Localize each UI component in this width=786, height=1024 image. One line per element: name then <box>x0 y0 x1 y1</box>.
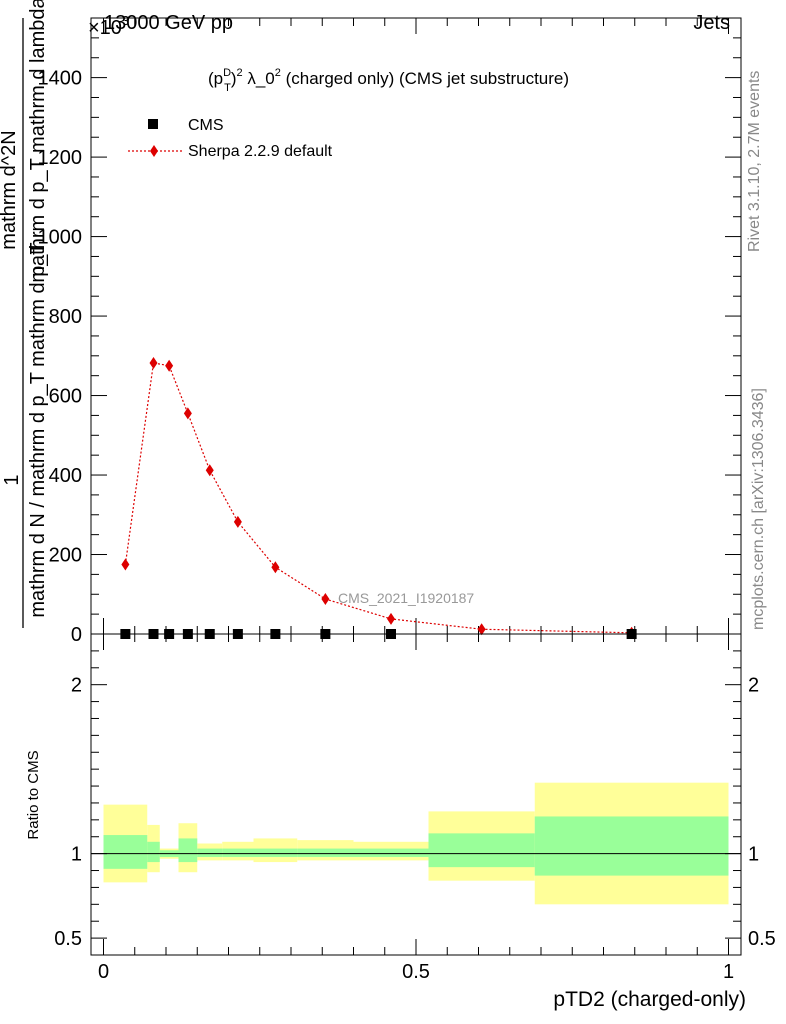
mc-point <box>165 359 174 372</box>
main-frame <box>90 17 742 635</box>
ratio-y-ticks <box>91 650 741 939</box>
ratio-inner-band <box>222 848 254 858</box>
mc-point <box>321 593 330 606</box>
process-label: Jets <box>693 12 730 34</box>
y-title-one: 1 <box>1 474 23 485</box>
chart-title: (pD T)2 λ_02 (charged only) (CMS jet subs… <box>208 67 569 94</box>
ratio-inner-band <box>353 848 429 858</box>
legend: CMS Sherpa 2.2.9 default <box>128 117 333 160</box>
ratio-inner-band <box>197 848 223 858</box>
ratio-x-tick-labels: 0 0.5 1 <box>98 961 734 983</box>
mc-point <box>183 407 192 420</box>
main-panel: 0 200 400 600 800 1000 1200 1400 CMS_2021_I1920… <box>38 17 742 646</box>
main-y-tick-label: 1400 <box>38 68 83 90</box>
ratio-inner-band <box>297 848 354 858</box>
main-y-tick-label: 200 <box>49 545 82 567</box>
ratio-bands <box>103 782 729 905</box>
y-title-numerator-2: mathrm d p_T mathrm d lambda <box>27 0 49 283</box>
ratio-x-ticks <box>103 634 729 955</box>
ratio-y-tick-label-right: 0.5 <box>748 928 776 950</box>
mcplots-label: mcplots.cern.ch [arXiv:1306.3436] <box>750 388 767 630</box>
main-y-tick-labels: 0 200 400 600 800 1000 1200 1400 <box>38 68 83 646</box>
ratio-inner-band <box>178 838 198 863</box>
mc-point <box>149 356 158 369</box>
mc-point <box>121 558 130 571</box>
ratio-x-tick-label: 0.5 <box>402 961 430 983</box>
main-y-tick-label: 600 <box>49 386 82 408</box>
legend-mc-label: Sherpa 2.2.9 default <box>188 143 333 160</box>
ratio-y-tick-label-right: 2 <box>748 675 759 697</box>
mc-point <box>233 515 242 528</box>
ratio-panel: 0.512 0.512 0 0.5 1 Ratio to CMS pTD2 (cha… <box>25 633 776 1011</box>
rivet-label: Rivet 3.1.10, 2.7M events <box>746 71 763 252</box>
ratio-inner-band <box>428 833 535 868</box>
ratio-inner-band <box>253 848 298 858</box>
ratio-y-tick-label-right: 1 <box>748 844 759 866</box>
ratio-inner-band <box>103 835 148 869</box>
main-y-tick-label: 1000 <box>38 227 83 249</box>
main-y-tick-label: 1200 <box>38 147 83 169</box>
ratio-y-tick-labels-left: 0.5 1 2 <box>54 675 82 950</box>
legend-mc-marker <box>150 145 158 157</box>
main-x-ticks <box>103 18 729 634</box>
ratio-y-tick-label: 1 <box>71 844 82 866</box>
chart-annotation: CMS_2021_I1920187 <box>338 590 474 606</box>
legend-cms-marker <box>148 119 158 129</box>
main-y-tick-label: 400 <box>49 465 82 487</box>
legend-cms-label: CMS <box>188 117 224 134</box>
mc-point <box>205 464 214 477</box>
ratio-y-tick-labels-right: 0.5 1 2 <box>748 675 776 950</box>
ratio-inner-band <box>534 816 729 876</box>
exponent-label: ×103 <box>88 13 129 39</box>
ratio-y-tick-label: 0.5 <box>54 928 82 950</box>
mc-point <box>387 612 395 625</box>
ratio-x-tick-label: 0 <box>98 961 109 983</box>
main-y-tick-label: 0 <box>71 624 82 646</box>
ratio-ylabel: Ratio to CMS <box>25 750 42 839</box>
y-axis-title: 1 mathrm d N / mathrm d p_T mathrm d p_T… <box>0 0 49 628</box>
ratio-frame <box>90 633 742 956</box>
y-title-numerator: mathrm d^2N <box>0 130 20 249</box>
ratio-inner-band <box>147 841 160 863</box>
main-y-ticks <box>91 17 741 635</box>
mc-point <box>271 561 280 574</box>
mc-point <box>477 623 486 636</box>
energy-label: 13000 GeV pp <box>104 12 233 34</box>
ratio-y-tick-label: 2 <box>71 675 82 697</box>
x-axis-title: pTD2 (charged-only) <box>553 988 746 1011</box>
y-title-denominator: mathrm d N / mathrm d p_T mathrm d p_T <box>27 242 49 617</box>
main-y-tick-label: 800 <box>49 306 82 328</box>
ratio-x-tick-label: 1 <box>723 961 734 983</box>
